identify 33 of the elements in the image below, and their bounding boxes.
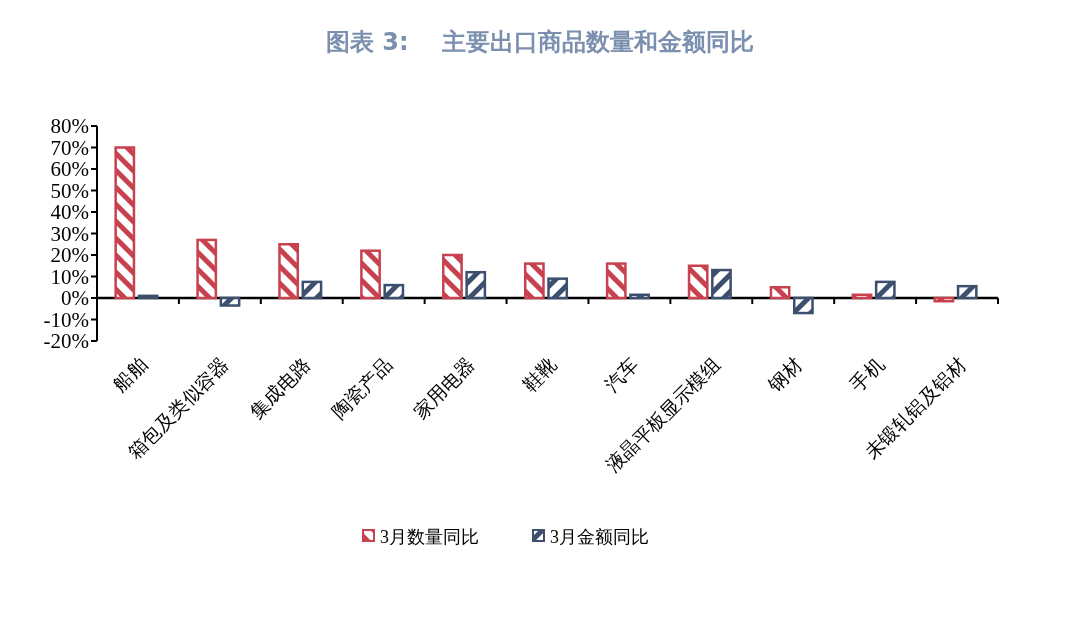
- x-tick-label: 汽车: [600, 353, 643, 396]
- bar: [605, 262, 627, 300]
- bar: [360, 249, 381, 300]
- bar: [196, 238, 218, 300]
- bar: [114, 146, 136, 300]
- bar: [687, 264, 709, 300]
- x-tick-label: 钢材: [763, 353, 807, 397]
- bar: [547, 277, 569, 300]
- bar: [442, 253, 463, 300]
- bar: [792, 296, 814, 315]
- x-tick-label: 手机: [846, 353, 888, 396]
- bar: [629, 293, 650, 300]
- bar: [874, 280, 896, 300]
- bar: [137, 294, 159, 300]
- bar: [219, 296, 241, 307]
- y-tick-label: -20%: [43, 329, 89, 354]
- bar: [278, 243, 300, 300]
- bar: [956, 284, 978, 300]
- x-tick-label: 家用电器: [409, 353, 479, 423]
- bar: [933, 296, 955, 303]
- x-tick-label: 鞋靴: [518, 353, 561, 396]
- bar: [301, 280, 323, 300]
- bar: [465, 270, 487, 300]
- legend-label: 3月金额同比: [550, 527, 649, 548]
- bar: [711, 268, 732, 300]
- chart-title: 图表 3: 主要出口商品数量和金额同比: [325, 28, 755, 56]
- x-tick-label: 陶瓷产品: [327, 353, 397, 423]
- legend-label: 3月数量同比: [380, 527, 479, 548]
- bar: [383, 283, 405, 300]
- bar: [523, 262, 545, 300]
- bar: [769, 286, 791, 300]
- x-tick-label: 船舶: [109, 353, 151, 396]
- x-tick-label: 集成电路: [246, 353, 315, 423]
